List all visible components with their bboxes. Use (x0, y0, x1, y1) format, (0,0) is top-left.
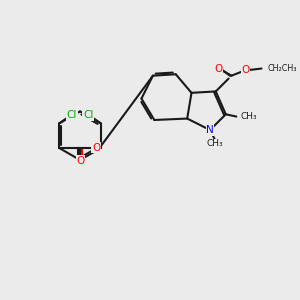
Text: Cl: Cl (67, 110, 77, 120)
Text: O: O (242, 65, 250, 75)
Text: O: O (92, 143, 100, 153)
Text: CH₃: CH₃ (241, 112, 257, 121)
Text: CH₃: CH₃ (207, 139, 224, 148)
Text: N: N (206, 125, 214, 135)
Text: CH₂CH₃: CH₂CH₃ (268, 64, 297, 73)
Text: O: O (214, 64, 223, 74)
Text: O: O (76, 156, 85, 166)
Text: Cl: Cl (83, 110, 93, 120)
